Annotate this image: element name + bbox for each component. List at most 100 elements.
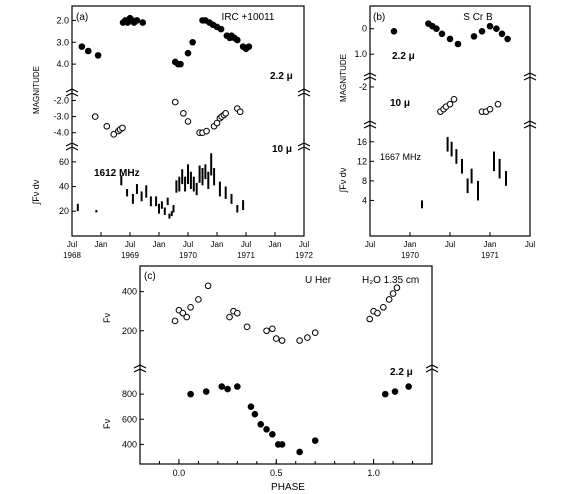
panel-a-point-0-26 (234, 36, 241, 44)
panel-a-ytick-label-1-2: -2.0 (53, 95, 69, 105)
panel-a-point-1-13 (213, 119, 221, 127)
panel-a-ytick-label-0-2: 4.0 (56, 59, 69, 69)
panel-a-xtick-label-6: Jul (241, 240, 251, 249)
panel-a-xtick-label-0: Jul (67, 240, 77, 249)
panel-c-point-0-3 (183, 313, 191, 321)
panel-c-point-1-1 (202, 388, 210, 395)
panel-b-xtick-label-1: Jan (404, 240, 417, 249)
panel-c-ylabel-top: Fν (102, 313, 112, 323)
panel-a-point-1-8 (184, 118, 192, 125)
panel-c-ytick-label-1-1: 600 (122, 414, 137, 424)
panel-c-xtick-label-1: 0.5 (270, 468, 283, 478)
panel-c-point-1-7 (257, 420, 264, 428)
panel-a-ylabel-flux: ∫Fν dν (31, 179, 41, 205)
panel-c-point-1-4 (234, 383, 241, 390)
panel-a-point-0-29 (245, 43, 253, 50)
panel-a-year-label-2: 1970 (179, 251, 197, 260)
panel-b-point-0-12 (504, 35, 511, 43)
panel-a-ytick-label-2-0: 20 (59, 206, 69, 216)
panel-b-point-0-6 (454, 40, 462, 48)
panel-c-point-1-6 (251, 410, 259, 418)
panel-a-ytick-label-0-0: 2.0 (56, 15, 69, 25)
panel-c-ytick-label-1-0: 400 (122, 439, 137, 449)
panel-c-point-0-13 (272, 335, 280, 342)
panel-a-xtick-label-1: Jan (95, 240, 108, 249)
panel-b-xtick-label-4: Jul (525, 240, 535, 249)
panel-c-annotation: H₂O 1.35 cm (362, 275, 419, 286)
panel-a-ylabel-magnitude: MAGNITUDE (32, 66, 41, 114)
panel-c-point-1-13 (311, 437, 319, 444)
panel-a-year-label-4: 1972 (295, 251, 313, 260)
panel-b-series-label-1667: 1667 MHz (380, 152, 422, 162)
panel-a-point-0-9 (133, 17, 141, 24)
panel-c-point-1-2 (218, 383, 226, 390)
panel-a-point-1-17 (222, 110, 229, 117)
panel-b-series-label-10um: 10 μ (390, 98, 410, 109)
panel-c-point-0-24 (393, 284, 401, 292)
panel-a-point-1-0 (91, 113, 99, 120)
panel-a-xtick-label-7: Jan (269, 240, 282, 249)
panel-b-point-0-5 (446, 35, 454, 43)
panel-b-point-0-9 (486, 22, 494, 30)
panel-a-xtick-label-4: Jul (183, 240, 193, 249)
panel-b-year-label-0: 1970 (401, 251, 419, 260)
panel-a-series-label-1612: 1612 MHz (94, 168, 140, 179)
panel-b-point-0-10 (493, 25, 500, 33)
panel-b-series-label-2um: 2.2 μ (392, 51, 415, 62)
panel-b-year-label-1: 1971 (481, 251, 499, 260)
panel-a-xtick-label-8: Jul (299, 240, 309, 249)
panel-b-point-0-4 (438, 30, 446, 38)
panel-a-point-0-15 (189, 38, 196, 46)
panel-a-point-0-0 (78, 43, 86, 50)
panel-b-label: (b) (373, 12, 385, 23)
panel-a-point-0-10 (139, 19, 147, 26)
panel-c-point-1-9 (269, 431, 276, 438)
panel-c-point-0-11 (263, 327, 270, 335)
panel-b-point-1-4 (450, 95, 458, 103)
panel-b-point-1-8 (494, 100, 502, 108)
panel-b-point-0-8 (478, 27, 486, 35)
panel-b-ytick-label-0-0: 0 (362, 24, 367, 34)
panel-c-point-1-15 (391, 388, 399, 395)
panel-b-xtick-label-3: Jan (484, 240, 497, 249)
panel-c-xtick-label-2: 1.0 (367, 468, 380, 478)
panel-c-xlabel: PHASE (271, 482, 305, 493)
panel-a-year-label-0: 1968 (63, 251, 81, 260)
panel-a-ytick-label-2-2: 60 (59, 157, 69, 167)
panel-c-point-1-5 (247, 403, 255, 410)
panel-a-point-1-19 (236, 108, 244, 116)
panel-c-point-0-12 (269, 325, 276, 333)
panel-a-series-label-2um: 2.2 μ (270, 71, 293, 82)
panel-c-point-0-14 (278, 337, 286, 344)
panel-a-xtick-label-3: Jan (153, 240, 166, 249)
panel-c-point-0-9 (234, 309, 241, 317)
panel-c-point-0-15 (296, 337, 303, 344)
panel-b-ytick-label-2-2: 12 (357, 156, 367, 166)
panel-c-ylabel-bottom: Fν (102, 419, 112, 429)
panel-c-point-0-10 (243, 323, 251, 331)
panel-b-ylabel-flux: ∫Fν dν (338, 167, 348, 193)
panel-b-point-0-0 (390, 27, 398, 35)
panel-b-ytick-label-2-1: 8 (362, 176, 367, 186)
panel-c-ytick-label-0-1: 400 (122, 287, 137, 297)
panel-a-point-1-2 (110, 131, 118, 138)
panel-c-object: U Her (305, 275, 332, 286)
panel-a-xtick-label-5: Jan (211, 240, 224, 249)
panel-c-ytick-label-0-0: 200 (122, 326, 137, 336)
panel-c-point-0-22 (385, 296, 393, 303)
panel-c-point-0-23 (389, 290, 397, 297)
panel-c-point-0-6 (204, 282, 212, 290)
panel-c-label: (c) (144, 271, 156, 282)
panel-c-point-1-3 (224, 385, 231, 393)
panel-a-ytick-label-2-1: 40 (59, 182, 69, 192)
panel-b-point-0-7 (470, 33, 478, 40)
panel-c-point-0-16 (304, 334, 311, 341)
panel-c-point-0-21 (380, 303, 387, 311)
panel-a-point-1-6 (171, 98, 179, 106)
panel-b-xtick-label-2: Jul (445, 240, 455, 249)
panel-b-object: S Cr B (463, 12, 493, 23)
panel-a-label: (a) (76, 12, 88, 23)
panel-c-series-label-2um: 2.2 μ (390, 367, 413, 378)
panel-b-point-1-3 (446, 100, 454, 108)
